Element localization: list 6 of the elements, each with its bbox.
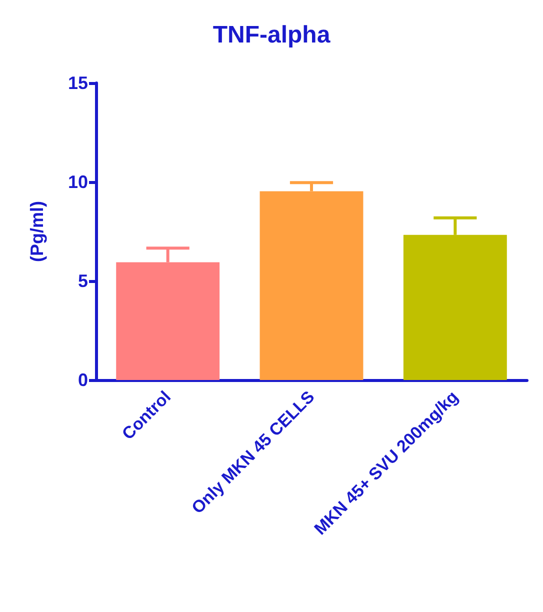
y-tick-label: 5 xyxy=(78,271,88,291)
y-tick-label: 10 xyxy=(68,172,88,192)
y-axis-title: (Pg/ml) xyxy=(27,201,47,262)
y-tick-label: 0 xyxy=(78,370,88,390)
y-tick-label: 15 xyxy=(68,73,88,93)
chart-title: TNF-alpha xyxy=(212,22,331,48)
